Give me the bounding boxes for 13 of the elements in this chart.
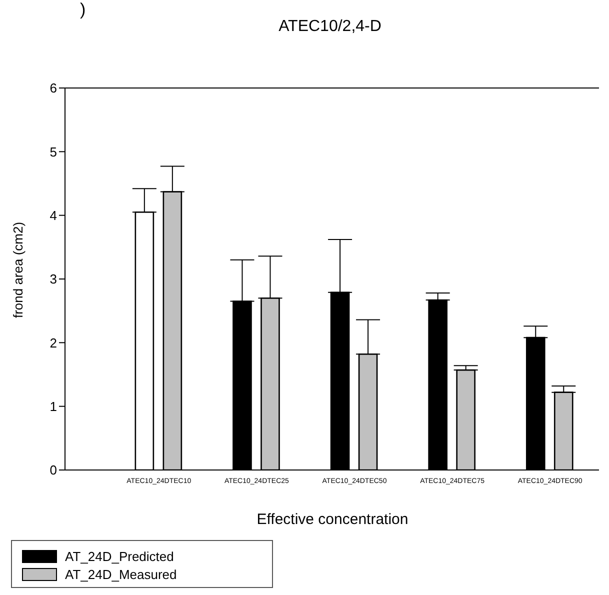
y-tick-label: 4 (50, 208, 57, 223)
y-tick-label: 6 (50, 80, 57, 96)
legend-label: AT_24D_Predicted (65, 548, 174, 564)
legend-label: AT_24D_Measured (65, 566, 177, 582)
x-axis-title: Effective concentration (256, 511, 410, 528)
y-tick-label: 2 (50, 335, 57, 350)
y-axis-title: frond area (cm2) (10, 222, 26, 318)
text: ) (80, 0, 86, 20)
chart-title: ATEC10/2,4-D (278, 18, 382, 36)
y-tick-label: 1 (50, 398, 57, 414)
y-tick-label: 0 (50, 462, 57, 478)
y-tick-label: 5 (50, 144, 57, 160)
y-tick-label: 3 (50, 272, 57, 287)
